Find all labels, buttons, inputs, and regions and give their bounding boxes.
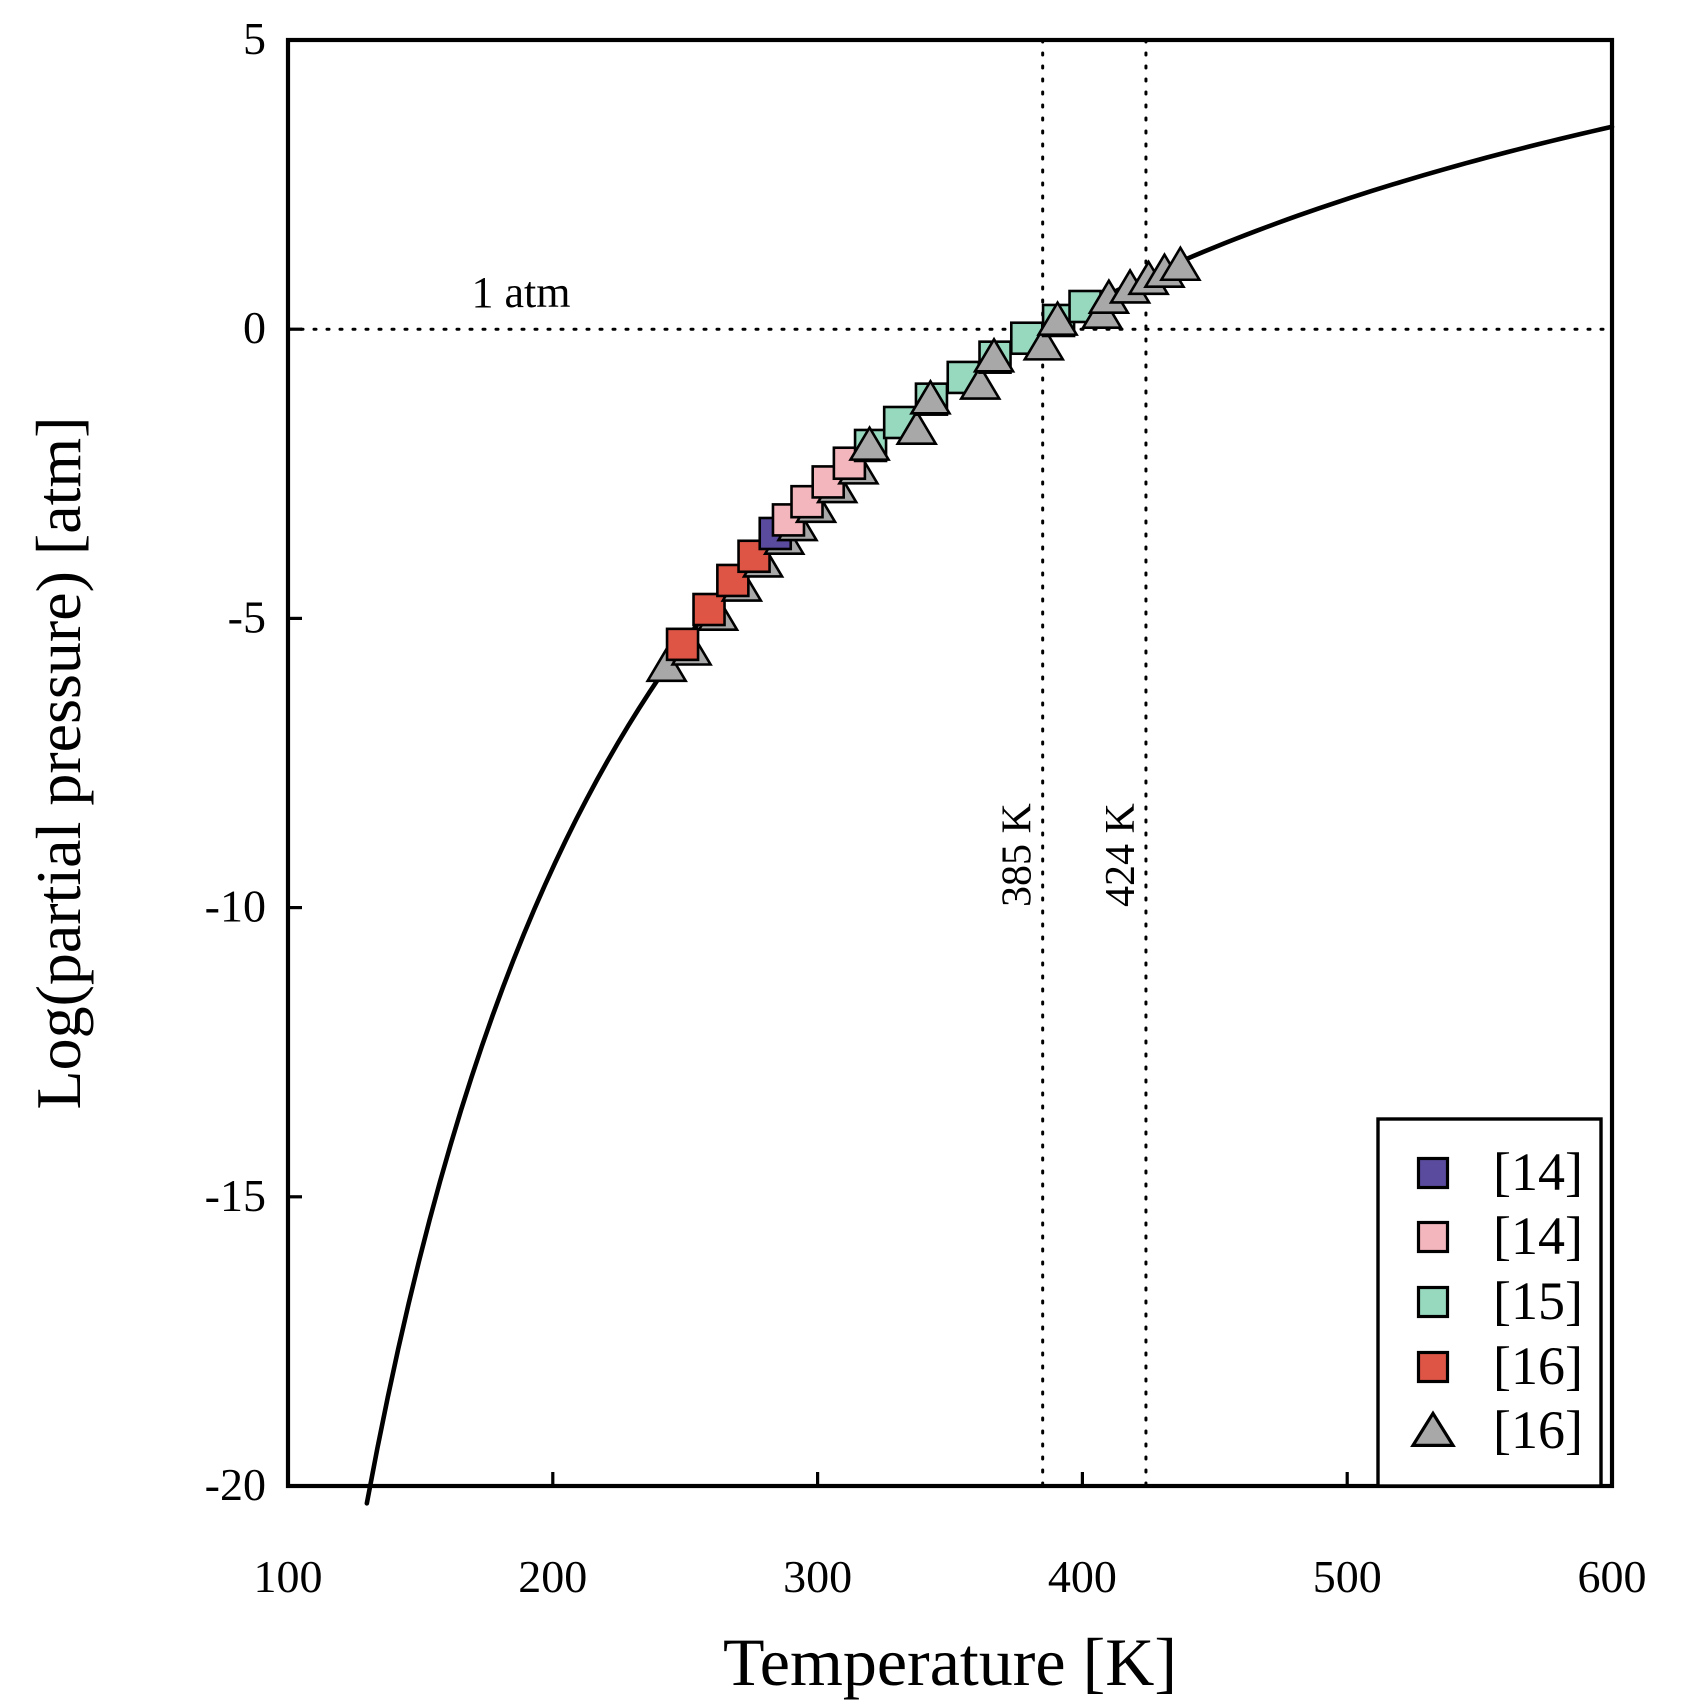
svg-text:424 K: 424 K bbox=[1098, 803, 1144, 907]
svg-text:200: 200 bbox=[518, 1551, 587, 1602]
svg-text:100: 100 bbox=[254, 1551, 323, 1602]
svg-text:500: 500 bbox=[1313, 1551, 1382, 1602]
svg-text:[14]: [14] bbox=[1493, 1142, 1583, 1202]
svg-text:[15]: [15] bbox=[1493, 1271, 1583, 1331]
svg-text:[14]: [14] bbox=[1493, 1206, 1583, 1266]
svg-text:600: 600 bbox=[1578, 1551, 1647, 1602]
svg-text:[16]: [16] bbox=[1493, 1336, 1583, 1396]
svg-text:0: 0 bbox=[243, 302, 266, 353]
svg-text:Temperature [K]: Temperature [K] bbox=[723, 1624, 1177, 1700]
svg-text:300: 300 bbox=[783, 1551, 852, 1602]
svg-text:1 atm: 1 atm bbox=[472, 268, 571, 317]
svg-text:-10: -10 bbox=[205, 881, 266, 932]
svg-text:-15: -15 bbox=[205, 1170, 266, 1221]
svg-text:Log(partial pressure) [atm]: Log(partial pressure) [atm] bbox=[23, 416, 94, 1109]
svg-text:-20: -20 bbox=[205, 1459, 266, 1510]
svg-text:-5: -5 bbox=[228, 591, 266, 642]
svg-text:385 K: 385 K bbox=[995, 803, 1041, 907]
svg-text:[16]: [16] bbox=[1493, 1400, 1583, 1460]
svg-text:5: 5 bbox=[243, 13, 266, 64]
svg-text:400: 400 bbox=[1048, 1551, 1117, 1602]
